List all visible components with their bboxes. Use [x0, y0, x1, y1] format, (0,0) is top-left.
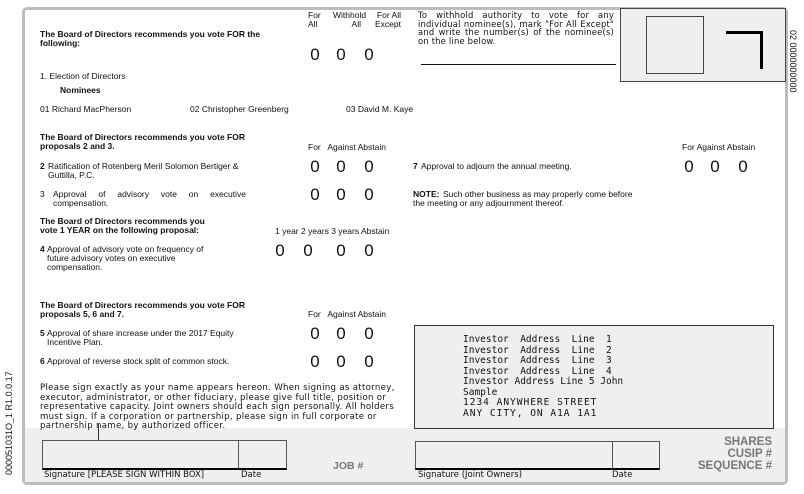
- withhold-instructions: To withhold authority to vote for any in…: [418, 10, 614, 46]
- note-label: NOTE:: [413, 189, 440, 199]
- date-box[interactable]: [238, 440, 287, 470]
- address-line: Investor Address Line 5 John: [463, 376, 624, 387]
- item4-1year[interactable]: 0: [275, 241, 285, 260]
- card-border: [22, 7, 788, 485]
- item5-text: Approval of share increase under the 201…: [47, 328, 234, 347]
- note-text: Such other business as may properly come…: [413, 189, 633, 208]
- nominee-exception-line[interactable]: [421, 64, 616, 65]
- item7-num: 7: [413, 161, 418, 171]
- item3-against[interactable]: 0: [336, 185, 346, 204]
- item6-against[interactable]: 0: [336, 352, 346, 371]
- address-line: Sample: [463, 386, 498, 398]
- section3-cols: 1 year 2 years 3 years Abstain: [275, 226, 390, 236]
- sign-instructions: Please sign exactly as your name appears…: [40, 383, 395, 431]
- footer-band: [25, 428, 785, 482]
- signature-box[interactable]: [42, 440, 239, 470]
- cusip-label: CUSIP #: [727, 448, 772, 460]
- col-for-all-except: For All Except: [375, 10, 401, 29]
- joint-signature-box[interactable]: [415, 441, 613, 470]
- address-box: Investor Address Line 1 Investor Address…: [414, 325, 774, 429]
- radio-for-all-except[interactable]: 0: [364, 45, 374, 64]
- item3-abstain[interactable]: 0: [364, 185, 374, 204]
- item2-abstain[interactable]: 0: [364, 157, 374, 176]
- radio-for-all[interactable]: 0: [310, 45, 320, 64]
- barcode-area: [620, 8, 786, 82]
- joint-signature-label: Signature (Joint Owners): [418, 470, 523, 480]
- joint-date-box[interactable]: [612, 441, 660, 470]
- item3-text: Approval of advisory vote on executive c…: [53, 189, 246, 208]
- section2-heading: The Board of Directors recommends you vo…: [40, 132, 245, 151]
- item3-for[interactable]: 0: [310, 185, 320, 204]
- item6-num: 6: [40, 356, 45, 366]
- item4-text: Approval of advisory vote on frequency o…: [47, 244, 204, 272]
- item4-num: 4: [40, 244, 45, 254]
- section3-heading: The Board of Directors recommends you vo…: [40, 216, 205, 235]
- sequence-label: SEQUENCE #: [697, 460, 772, 472]
- shares-label: SHARES: [724, 436, 772, 448]
- section1-heading: The Board of Directors recommends you vo…: [40, 29, 261, 48]
- item3-num: 3: [40, 189, 45, 199]
- nominee-2: 02 Christopher Greenberg: [190, 104, 289, 114]
- item2-num: 2: [40, 161, 45, 171]
- address-line: 1234 ANYWHERE STREET: [463, 397, 598, 408]
- item6-text: Approval of reverse stock split of commo…: [47, 356, 230, 366]
- radio-withhold-all[interactable]: 0: [336, 45, 346, 64]
- job-number: JOB #: [333, 460, 364, 472]
- right-code: 02 0000000000: [788, 30, 798, 93]
- item7-against[interactable]: 0: [710, 157, 720, 176]
- left-code: 000051031O_1 R1.0.0.17: [4, 371, 14, 475]
- item5-against[interactable]: 0: [336, 324, 346, 343]
- item7-for[interactable]: 0: [684, 157, 694, 176]
- item2-against[interactable]: 0: [336, 157, 346, 176]
- sign-tick: [98, 424, 99, 440]
- date-label: Date: [241, 470, 262, 480]
- col-for-all: For All: [308, 10, 321, 29]
- registration-square: [646, 16, 704, 74]
- item2-for[interactable]: 0: [310, 157, 320, 176]
- item2-text: Ratification of Rotenberg Meril Solomon …: [48, 161, 239, 180]
- item6-abstain[interactable]: 0: [364, 352, 374, 371]
- address-line: Investor Address Line 4: [463, 365, 612, 377]
- address-line: Investor Address Line 2: [463, 344, 612, 356]
- col-withhold-all: Withhold All: [333, 10, 367, 29]
- address-line: Investor Address Line 3: [463, 355, 612, 366]
- section4-heading: The Board of Directors recommends you vo…: [40, 300, 245, 319]
- item5-for[interactable]: 0: [310, 324, 320, 343]
- item7-abstain[interactable]: 0: [738, 157, 748, 176]
- item6-for[interactable]: 0: [310, 352, 320, 371]
- corner-mark: [726, 31, 763, 69]
- item7-text: Approval to adjourn the annual meeting.: [421, 161, 572, 171]
- joint-date-label: Date: [612, 470, 633, 480]
- item4-3years[interactable]: 0: [336, 241, 346, 260]
- nominees-label: Nominees: [60, 85, 101, 95]
- item5-abstain[interactable]: 0: [364, 324, 374, 343]
- address-line: ANY CITY, ON A1A 1A1: [463, 407, 598, 419]
- nominee-1: 01 Richard MacPherson: [40, 104, 132, 114]
- item7-cols: For Against Abstain: [682, 142, 756, 152]
- item4-abstain[interactable]: 0: [364, 241, 374, 260]
- section2-cols: For Against Abstain: [308, 142, 386, 152]
- address-line: Investor Address Line 1: [463, 334, 612, 345]
- item1-label: 1. Election of Directors: [40, 71, 126, 81]
- item4-2years[interactable]: 0: [303, 241, 313, 260]
- nominee-3: 03 David M. Kaye: [346, 104, 414, 114]
- signature-label: Signature [PLEASE SIGN WITHIN BOX]: [44, 470, 205, 480]
- section4-cols: For Against Abstain: [308, 309, 386, 319]
- item5-num: 5: [40, 328, 45, 338]
